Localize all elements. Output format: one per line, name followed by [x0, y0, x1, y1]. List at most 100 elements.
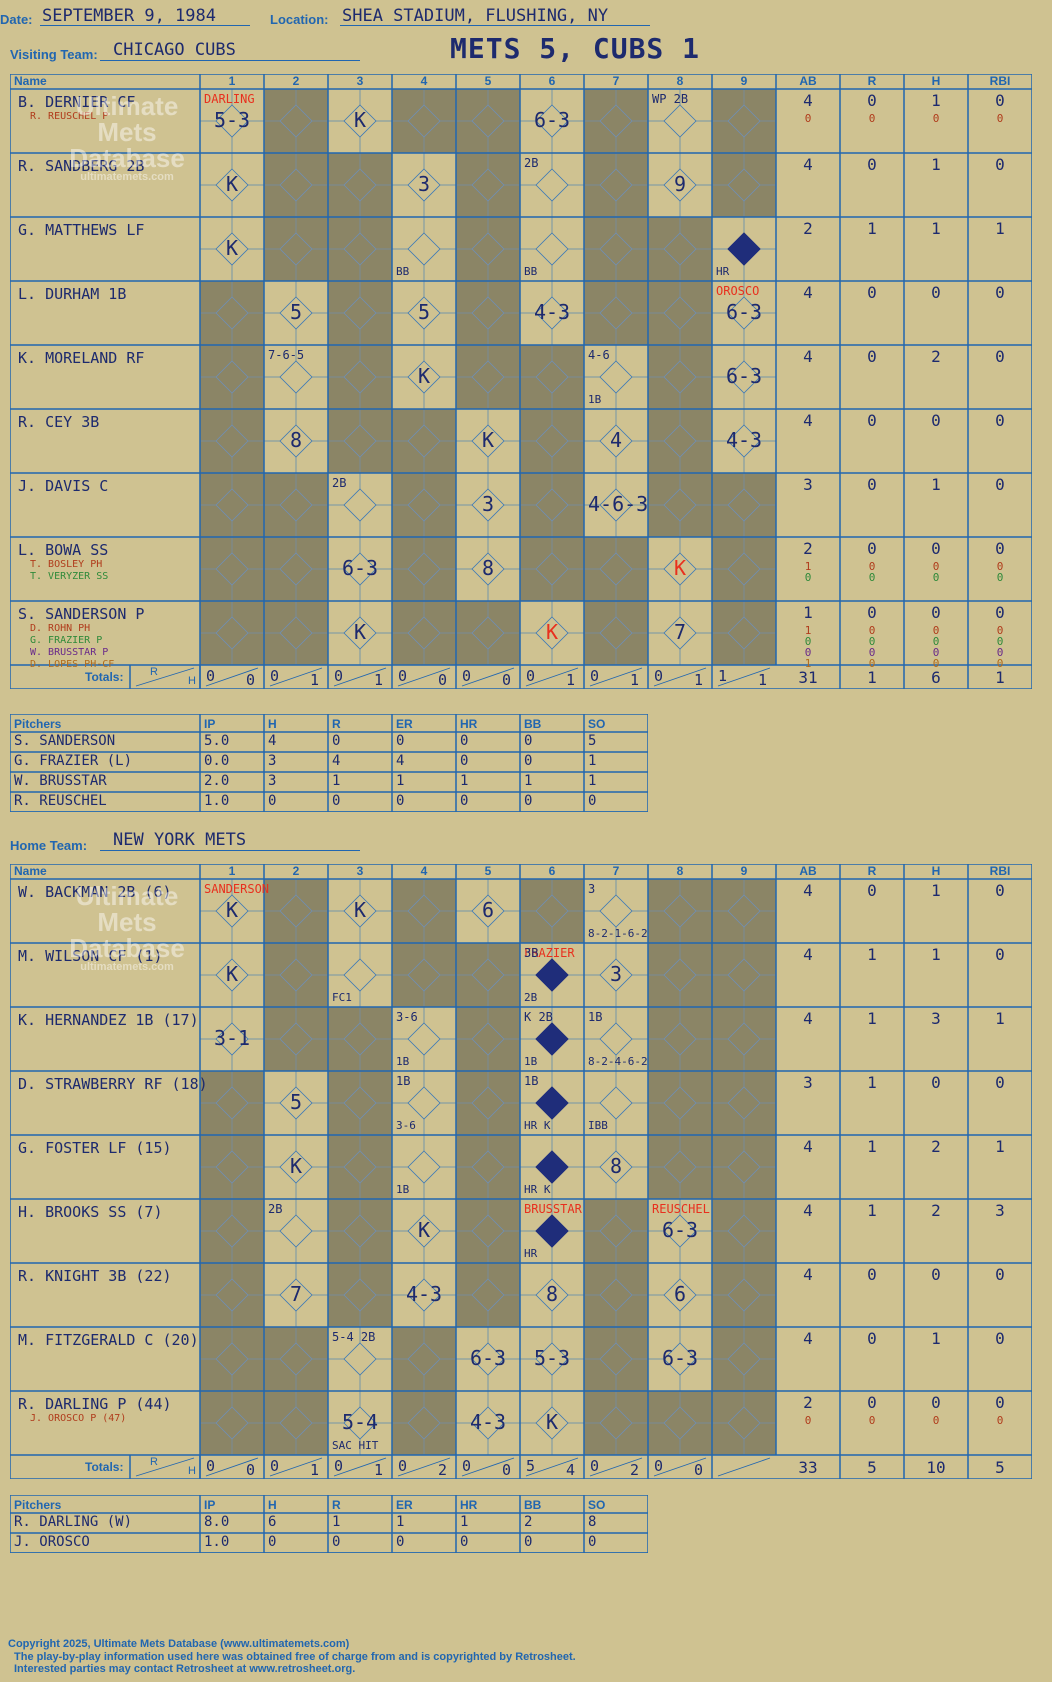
play-notation: K: [353, 108, 367, 132]
pitcher-stat: 0: [524, 733, 533, 749]
pitcher-col-header: ER: [396, 717, 413, 731]
play-notation: OROSCO: [716, 284, 760, 298]
pitcher-stat: 1: [524, 773, 533, 789]
play-notation: 2B: [524, 156, 539, 170]
pitcher-stat: 1: [332, 1514, 341, 1530]
game-title: METS 5, CUBS 1: [450, 32, 701, 65]
play-notation: K: [353, 898, 367, 922]
play-notation: 7: [673, 620, 687, 644]
pitcher-stat: 4: [396, 753, 405, 769]
pitcher-stat: 1: [460, 773, 469, 789]
batter-name: L. BOWA SS: [18, 541, 109, 559]
batter-stat: 1: [931, 219, 941, 238]
batter-name: W. BACKMAN 2B (6): [18, 883, 172, 901]
batter-stat: 0: [995, 881, 1005, 900]
inning-header: 2: [292, 864, 300, 878]
substitute-name: T. BOSLEY PH: [30, 559, 103, 570]
inning-hits-total: 1: [310, 671, 320, 689]
pitcher-name: W. BRUSSTAR: [14, 773, 107, 789]
batter-stat: 0: [867, 155, 877, 174]
stat-total: 5: [995, 1458, 1005, 1477]
pitcher-name: R. DARLING (W): [14, 1514, 133, 1530]
batter-stat: 1: [867, 219, 877, 238]
inning-header: 1: [228, 864, 236, 878]
pitcher-stat: 0: [460, 793, 469, 809]
pitcher-stat: 0: [460, 1534, 469, 1550]
inning-hits-total: 2: [630, 1461, 640, 1479]
batter-stat: 1: [867, 1201, 877, 1220]
inning-header: 5: [484, 74, 492, 88]
play-notation: 5: [417, 300, 431, 324]
batter-stat: 1: [804, 657, 812, 670]
pitcher-stat: 5: [588, 733, 597, 749]
totals-label: Totals:: [85, 1460, 124, 1474]
pitcher-stat: 1: [332, 773, 341, 789]
stat-total: 31: [798, 668, 818, 687]
batter-stat: 0: [804, 635, 812, 648]
pitcher-stat: 0: [396, 733, 405, 749]
batter-stat: 4: [803, 1137, 813, 1156]
play-notation: 2B: [332, 476, 347, 490]
play-notation: 4: [609, 428, 623, 452]
pitcher-stat: 0: [588, 793, 597, 809]
column-header-name: Name: [14, 74, 47, 88]
pitcher-col-header: R: [332, 1498, 341, 1512]
pitcher-stat: 0: [588, 1534, 597, 1550]
batter-stat: 0: [996, 112, 1004, 125]
inning-hits-total: 0: [694, 1461, 704, 1479]
pitcher-col-header: Pitchers: [14, 1498, 62, 1512]
play-notation: BB: [524, 265, 538, 278]
play-notation: FC1: [332, 991, 352, 1004]
play-notation: 3: [481, 492, 495, 516]
pitcher-col-header: SO: [588, 1498, 606, 1512]
pitcher-stat: 0: [524, 793, 533, 809]
batter-stat: 4: [803, 1329, 813, 1348]
pitcher-col-header: IP: [204, 1498, 216, 1512]
inning-hits-total: 4: [566, 1461, 576, 1479]
batter-stat: 0: [996, 646, 1004, 659]
inning-hits-total: 0: [502, 1461, 512, 1479]
batter-stat: 0: [931, 1393, 941, 1412]
batter-stat: 0: [804, 112, 812, 125]
pitchers-table-lines: [10, 714, 648, 812]
column-header-name: Name: [14, 864, 47, 878]
play-notation: 4-3: [405, 1282, 443, 1306]
batter-stat: 0: [867, 411, 877, 430]
batter-stat: 0: [867, 475, 877, 494]
inning-header: 5: [484, 864, 492, 878]
batter-stat: 1: [931, 945, 941, 964]
play-notation: 3B: [524, 946, 539, 960]
batter-stat: 3: [803, 1073, 813, 1092]
totals-r-label: R: [150, 1456, 158, 1468]
stat-header: R: [867, 74, 877, 88]
batter-stat: 0: [995, 1073, 1005, 1092]
stat-header: AB: [799, 864, 817, 878]
batter-name: J. DAVIS C: [18, 477, 109, 495]
ultimate-mets-watermark: Ultimate Mets Database ultimatemets.com: [52, 93, 202, 183]
play-notation: 5: [289, 300, 303, 324]
pitcher-stat: 0.0: [204, 753, 230, 769]
play-notation: 1B: [588, 1010, 603, 1024]
watermark-line: Mets: [97, 117, 157, 147]
pitcher-name: G. FRAZIER (L): [14, 753, 133, 769]
inning-hits-total: 1: [566, 671, 576, 689]
stat-header: R: [867, 864, 877, 878]
batter-stat: 0: [804, 1414, 812, 1427]
watermark-url: ultimatemets.com: [80, 961, 174, 973]
play-notation: K: [225, 898, 239, 922]
totals-divider: [269, 1457, 323, 1477]
batter-stat: 4: [803, 91, 813, 110]
batter-stat: 0: [932, 112, 940, 125]
play-notation: K: [545, 620, 559, 644]
footer-retrosheet: The play-by-play information used here w…: [14, 1651, 576, 1663]
batter-stat: 1: [867, 1073, 877, 1092]
inning-hits-total: 0: [502, 671, 512, 689]
batter-stat: 0: [995, 347, 1005, 366]
batter-stat: 0: [995, 1265, 1005, 1284]
substitute-name: J. OROSCO P (47): [30, 1413, 127, 1424]
batter-stat: 0: [868, 624, 876, 637]
play-notation: 6: [481, 898, 495, 922]
pitcher-col-header: IP: [204, 717, 216, 731]
batter-stat: 0: [931, 1073, 941, 1092]
pitcher-col-header: HR: [460, 717, 478, 731]
